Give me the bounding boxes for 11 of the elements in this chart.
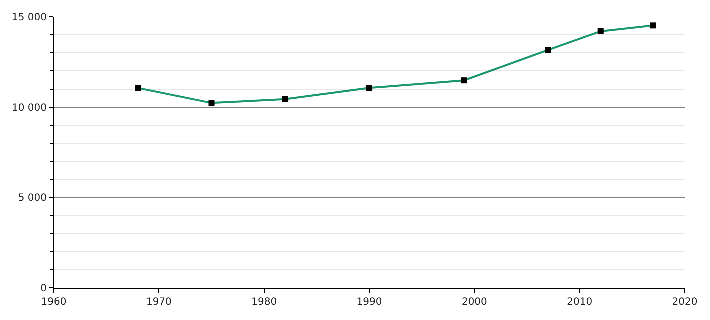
y-tick-label: 10 000 <box>12 102 47 114</box>
x-tick-label: 1990 <box>356 297 382 308</box>
x-tick-label: 1960 <box>41 297 67 308</box>
y-tick-label: 5 000 <box>18 193 47 204</box>
x-tick-label: 2010 <box>567 297 593 308</box>
y-tick-label: 0 <box>40 284 47 294</box>
x-tick-label: 1970 <box>146 297 172 308</box>
y-tick-label: 15 000 <box>12 12 47 24</box>
x-tick-label: 2000 <box>462 297 488 308</box>
x-tick-label: 1980 <box>252 297 278 308</box>
x-tick-label: 2020 <box>672 297 698 308</box>
